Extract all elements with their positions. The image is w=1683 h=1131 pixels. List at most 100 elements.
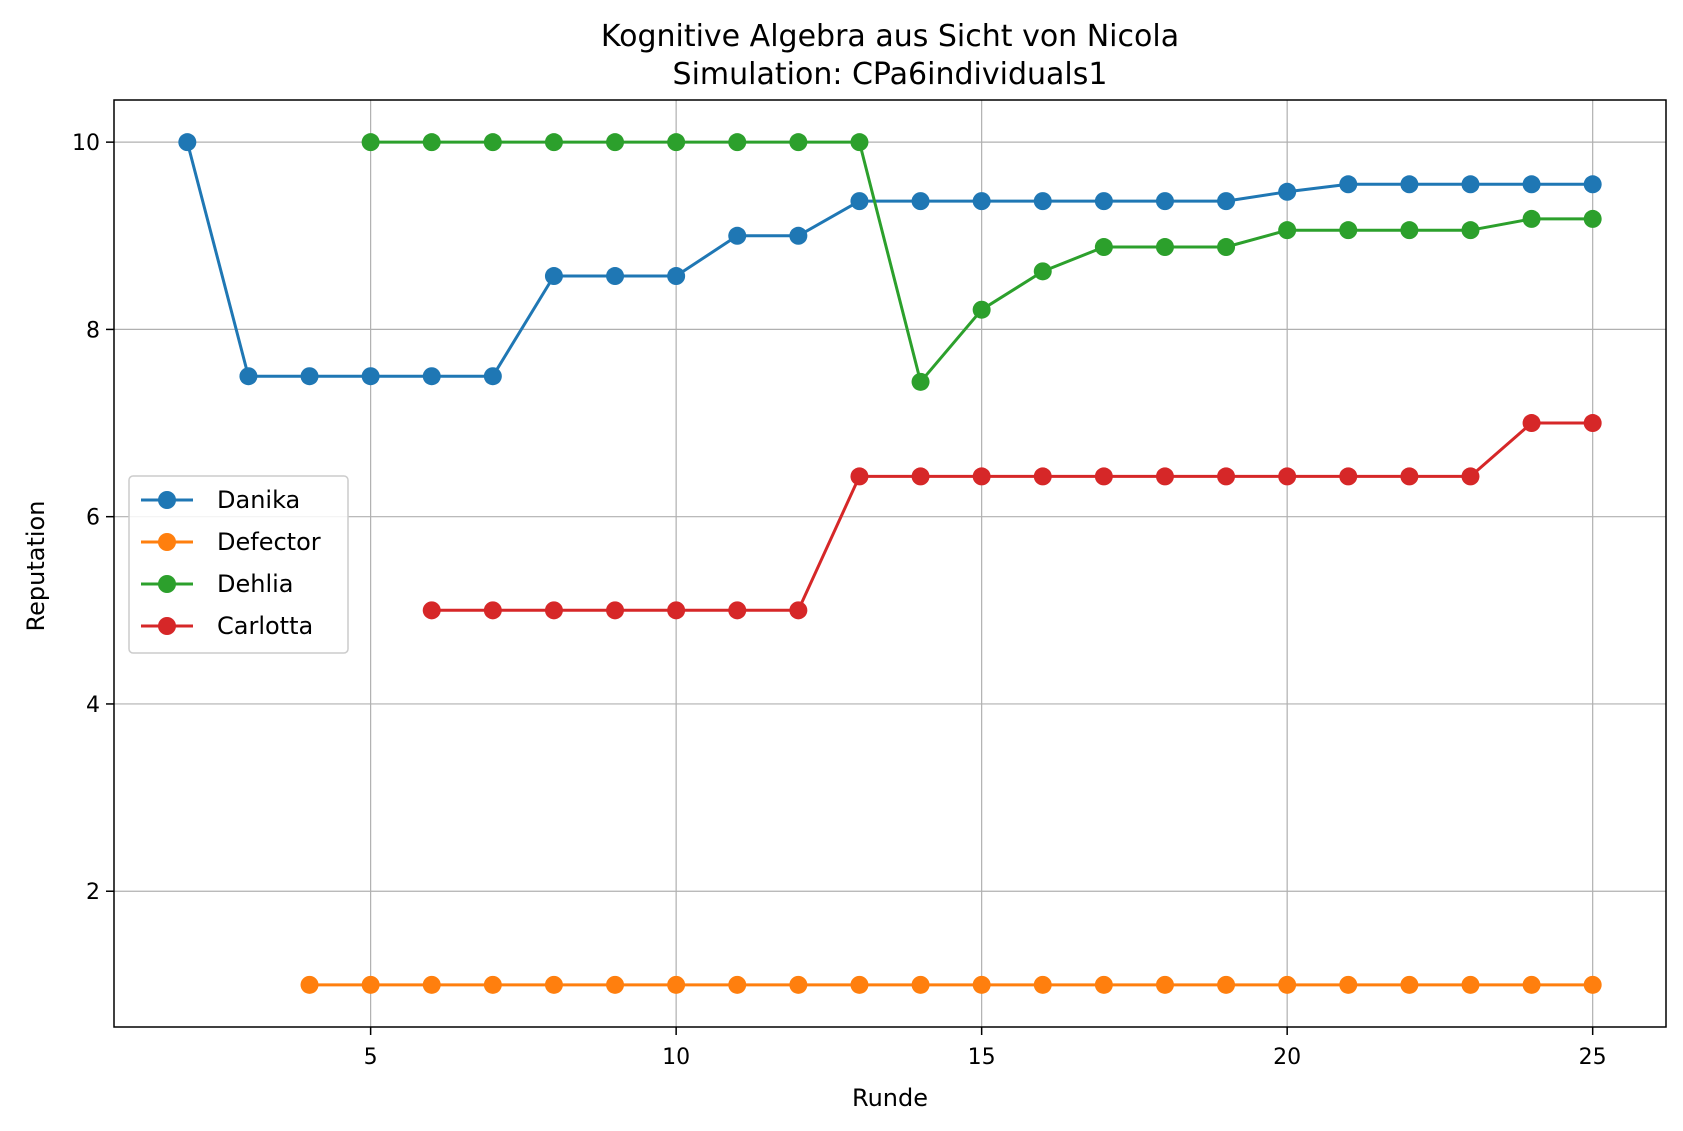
legend-item-carlotta: Carlotta xyxy=(141,612,313,640)
data-point xyxy=(667,975,686,994)
grid xyxy=(114,100,1666,1027)
data-point xyxy=(1217,238,1236,257)
data-point xyxy=(667,601,686,620)
data-point xyxy=(361,367,380,386)
series-dehlia xyxy=(361,133,1602,391)
data-point xyxy=(728,226,747,245)
data-point xyxy=(850,975,869,994)
series-lines xyxy=(178,133,1602,994)
data-point xyxy=(911,372,930,391)
legend-item-dehlia: Dehlia xyxy=(141,570,294,598)
legend-box xyxy=(128,475,349,654)
data-point xyxy=(728,601,747,620)
legend-label: Carlotta xyxy=(217,612,313,640)
data-point xyxy=(1094,192,1113,211)
legend-marker xyxy=(158,617,176,635)
series-defector xyxy=(300,975,1602,994)
data-point xyxy=(1217,975,1236,994)
legend-marker xyxy=(158,575,176,593)
y-tick-label: 10 xyxy=(72,131,100,156)
data-point xyxy=(1094,975,1113,994)
data-point xyxy=(1339,467,1358,486)
legend-marker xyxy=(158,533,176,551)
data-point xyxy=(1339,175,1358,194)
data-point xyxy=(483,367,502,386)
series-carlotta xyxy=(422,414,1602,620)
data-point xyxy=(422,367,441,386)
data-point xyxy=(972,467,991,486)
data-point xyxy=(1583,975,1602,994)
data-point xyxy=(544,267,563,286)
series-line xyxy=(185,141,1593,378)
plot-frame xyxy=(113,99,1667,1028)
data-point xyxy=(1155,467,1174,486)
data-point xyxy=(1583,175,1602,194)
data-point xyxy=(1400,221,1419,240)
data-point xyxy=(1583,209,1602,228)
data-point xyxy=(1522,209,1541,228)
data-point xyxy=(1278,467,1297,486)
y-tick-label: 6 xyxy=(86,506,100,531)
data-point xyxy=(1217,467,1236,486)
data-point xyxy=(789,975,808,994)
data-point xyxy=(606,267,625,286)
data-point xyxy=(728,975,747,994)
data-point xyxy=(606,133,625,152)
data-point xyxy=(1278,221,1297,240)
y-axis-label: Reputation xyxy=(22,501,50,632)
x-tick-label: 5 xyxy=(364,1045,378,1070)
data-point xyxy=(544,133,563,152)
data-point xyxy=(1033,467,1052,486)
data-point xyxy=(483,601,502,620)
data-point xyxy=(1033,192,1052,211)
data-point xyxy=(1461,175,1480,194)
data-point xyxy=(361,133,380,152)
legend-item-defector: Defector xyxy=(141,528,321,556)
series-danika xyxy=(178,133,1602,386)
data-point xyxy=(422,975,441,994)
legend-label: Danika xyxy=(217,486,300,514)
data-point xyxy=(789,601,808,620)
data-point xyxy=(422,601,441,620)
axis-ticks: 5 10 15 20 25 2 4 6 8 10 xyxy=(72,131,1607,1070)
x-tick-label: 20 xyxy=(1273,1045,1301,1070)
data-point xyxy=(1400,975,1419,994)
data-point xyxy=(911,467,930,486)
data-point xyxy=(850,192,869,211)
data-point xyxy=(1155,975,1174,994)
data-point xyxy=(972,192,991,211)
data-point xyxy=(1461,221,1480,240)
data-point xyxy=(1461,467,1480,486)
x-axis-label: Runde xyxy=(852,1084,928,1112)
data-point xyxy=(483,975,502,994)
data-point xyxy=(728,133,747,152)
data-point xyxy=(544,601,563,620)
data-point xyxy=(300,367,319,386)
data-point xyxy=(1522,414,1541,433)
series-line xyxy=(431,421,1593,612)
y-tick-label: 8 xyxy=(86,318,100,343)
data-point xyxy=(361,975,380,994)
legend-label: Defector xyxy=(217,528,321,556)
data-point xyxy=(1522,975,1541,994)
data-point xyxy=(483,133,502,152)
data-point xyxy=(1278,975,1297,994)
data-point xyxy=(667,133,686,152)
data-point xyxy=(1339,221,1358,240)
legend-marker xyxy=(158,491,176,509)
data-point xyxy=(1033,262,1052,281)
data-point xyxy=(1155,238,1174,257)
data-point xyxy=(972,975,991,994)
data-point xyxy=(1339,975,1358,994)
data-point xyxy=(1094,238,1113,257)
data-point xyxy=(1033,975,1052,994)
data-point xyxy=(1400,175,1419,194)
data-point xyxy=(850,467,869,486)
data-point xyxy=(239,367,258,386)
data-point xyxy=(300,975,319,994)
chart-subtitle: Simulation: CPa6individuals1 xyxy=(673,57,1108,92)
data-point xyxy=(789,133,808,152)
data-point xyxy=(850,133,869,152)
data-point xyxy=(544,975,563,994)
data-point xyxy=(911,975,930,994)
